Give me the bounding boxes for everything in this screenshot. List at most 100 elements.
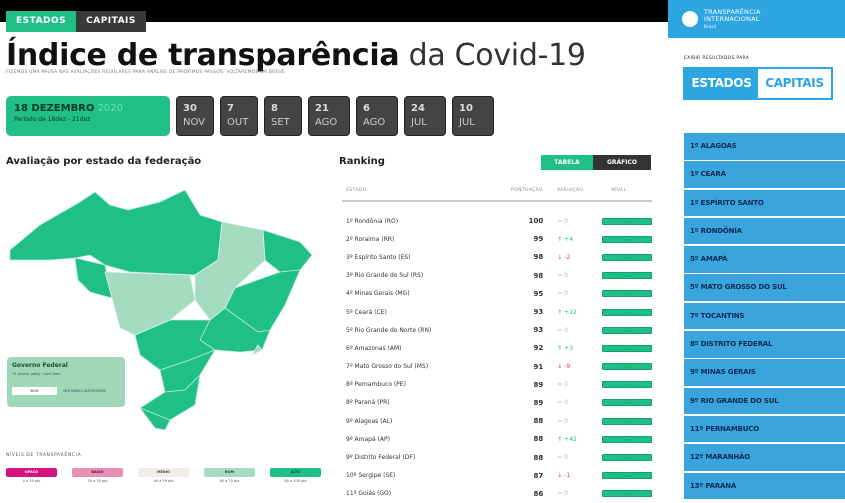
federal-history-link[interactable]: VER NÍVEIS ANTERIORES (63, 389, 107, 394)
view-tabs: ESTADOS CAPITAIS (6, 11, 146, 32)
state-name: 4º Minas Gerais (MG) (346, 290, 410, 298)
sidebar-list-item[interactable]: 12º MARANHÃO (684, 444, 845, 471)
state-name: 9º Alagoas (AL) (346, 417, 393, 425)
map-section-title: Avaliação por estado da federação (6, 156, 202, 167)
table-row[interactable]: 6º Amazonas (AM) 92 ↑ +3 ALTO (342, 339, 652, 357)
tabela-toggle[interactable]: TABELA (541, 155, 593, 170)
variation: = 0 (557, 454, 569, 462)
date-button-21-ago[interactable]: 21 AGO (308, 96, 350, 136)
table-row[interactable]: 11º Goiás (GO) 86 = 0 ALTO (342, 485, 652, 503)
score: 89 (533, 380, 544, 389)
sidebar-estados-button[interactable]: ESTADOS (685, 69, 758, 98)
score: 99 (533, 235, 544, 244)
legend-baixo: BAIXO 20 a 39 pts (72, 468, 123, 483)
table-row[interactable]: 4º Minas Gerais (MG) 95 = 0 ALTO (342, 285, 652, 303)
tab-estados[interactable]: ESTADOS (6, 11, 77, 32)
grafico-toggle[interactable]: GRÁFICO (593, 155, 651, 170)
variation: ↑ +12 (557, 308, 577, 316)
sidebar-header: TRANSPARÊNCIA INTERNACIONAL Brasil (668, 0, 845, 38)
date-button-10-jul[interactable]: 10 JUL (452, 96, 494, 136)
level-badge: ALTO (601, 290, 652, 298)
tab-capitais[interactable]: CAPITAIS (76, 11, 146, 32)
ti-logo-icon (682, 11, 698, 27)
level-cell: ALTO (601, 454, 652, 462)
sidebar-list-item[interactable]: 1º CEARÁ (684, 161, 845, 188)
sidebar-list-item[interactable]: 9º MINAS GERAIS (684, 359, 845, 386)
table-row[interactable]: 9º Alagoas (AL) 88 = 0 ALTO (342, 412, 652, 430)
sidebar-list-item[interactable]: 11º PERNAMBUCO (684, 415, 845, 443)
level-cell: ALTO (601, 326, 652, 334)
sidebar-list-item[interactable]: 5º MATO GROSSO DO SUL (684, 274, 845, 301)
variation: = 0 (557, 417, 569, 425)
date-button-7-out[interactable]: 7 OUT (220, 96, 258, 136)
date-button-24-jul[interactable]: 24 JUL (404, 96, 446, 136)
table-row[interactable]: 2º Roraima (RR) 99 ↑ +4 ALTO (342, 230, 652, 248)
legend-alto: ALTO 80 a 100 pts (270, 468, 321, 483)
date-button-6-ago[interactable]: 6 AGO (356, 96, 398, 136)
level-badge: ALTO (601, 417, 652, 425)
level-cell: ALTO (601, 272, 652, 280)
score: 91 (533, 362, 544, 371)
sidebar-toggle: ESTADOS CAPITAIS (683, 67, 833, 100)
level-cell: ALTO (601, 235, 652, 243)
sidebar-list-item[interactable]: 9º RIO GRANDE DO SUL (684, 387, 845, 415)
score: 88 (533, 417, 544, 426)
state-name: 1º Rondônia (RO) (346, 217, 399, 225)
variation: = 0 (557, 290, 569, 298)
state-name: 5º Ceará (CE) (346, 308, 387, 316)
level-badge: ALTO (601, 363, 652, 371)
page-subtitle: FIZEMOS UMA PAUSA NAS AVALIAÇÕES REGULAR… (6, 70, 285, 75)
date-button-30-nov[interactable]: 30 NOV (176, 96, 214, 136)
level-cell: ALTO (601, 290, 652, 298)
score: 88 (533, 453, 544, 462)
level-cell: ALTO (601, 344, 652, 352)
table-row[interactable]: 5º Rio Grande do Norte (RN) 93 = 0 ALTO (342, 321, 652, 339)
variation: = 0 (557, 399, 569, 407)
score: 92 (533, 344, 544, 353)
page-title: Índice de transparência da Covid-19 (6, 38, 586, 73)
table-row[interactable]: 3º Rio Grande do Sul (RS) 98 = 0 ALTO (342, 267, 652, 285)
table-row[interactable]: 8º Paraná (PR) 89 = 0 ALTO (342, 394, 652, 412)
level-cell: ALTO (601, 217, 652, 225)
date-button-8-set[interactable]: 8 SET (264, 96, 302, 136)
sidebar-list-item[interactable]: 1º RONDÔNIA (684, 217, 845, 245)
table-row[interactable]: 9º Amapá (AP) 88 ↑ +42 ALTO (342, 430, 652, 448)
sidebar-list-item[interactable]: 13º PARANÁ (684, 472, 845, 500)
sidebar-label: EXIBIR RESULTADOS PARA (684, 56, 750, 61)
table-row[interactable]: 5º Ceará (CE) 93 ↑ +12 ALTO (342, 303, 652, 321)
sidebar-list-item[interactable]: 7º TOCANTINS (684, 302, 845, 330)
table-row[interactable]: 1º Rondônia (RO) 100 = 0 ALTO (342, 212, 652, 230)
sidebar-list-item[interactable]: 1º ALAGOAS (684, 133, 845, 160)
org-name: TRANSPARÊNCIA INTERNACIONAL Brasil (704, 7, 761, 29)
table-row[interactable]: 10º Sergipe (SE) 87 ↓ -1 ALTO (342, 467, 652, 485)
state-name: 11º Goiás (GO) (346, 490, 392, 498)
table-row[interactable]: 8º Pernambuco (PE) 89 = 0 ALTO (342, 376, 652, 394)
state-name: 8º Pernambuco (PE) (346, 381, 406, 389)
variation: = 0 (557, 326, 569, 334)
date-selector: 18 DEZEMBRO 2020 Período de 18dez - 21de… (6, 96, 494, 136)
state-name: 2º Roraima (RR) (346, 235, 395, 243)
level-cell: ALTO (601, 363, 652, 371)
ranking-table-body: 1º Rondônia (RO) 100 = 0 ALTO 2º Roraima (RR… (342, 212, 652, 503)
sidebar-capitais-button[interactable]: CAPITAIS (758, 69, 831, 98)
table-row[interactable]: 9º Distrito Federal (DF) 88 = 0 ALTO (342, 448, 652, 466)
level-badge: ALTO (601, 454, 652, 462)
brazil-map[interactable] (0, 180, 330, 440)
state-name: 9º Amapá (AP) (346, 435, 390, 443)
sidebar-list-item[interactable]: 1º ESPÍRITO SANTO (684, 189, 845, 217)
current-date-button[interactable]: 18 DEZEMBRO 2020 Período de 18dez - 21de… (6, 96, 170, 136)
table-row[interactable]: 3º Espírito Santo (ES) 98 ↓ -2 ALTO (342, 248, 652, 266)
score: 100 (528, 217, 544, 226)
level-badge: ALTO (601, 326, 652, 334)
state-name: 8º Paraná (PR) (346, 399, 390, 407)
level-cell: ALTO (601, 435, 652, 443)
ranking-title: Ranking (339, 156, 385, 167)
score: 93 (533, 308, 544, 317)
level-badge: ALTO (601, 381, 652, 389)
table-row[interactable]: 7º Mato Grosso do Sul (MS) 91 ↓ -9 ALTO (342, 358, 652, 376)
score: 89 (533, 398, 544, 407)
sidebar-list-item[interactable]: 5º AMAPÁ (684, 246, 845, 273)
level-badge: ALTO (601, 308, 652, 316)
sidebar-list-item[interactable]: 8º DISTRITO FEDERAL (684, 331, 845, 358)
state-name: 10º Sergipe (SE) (346, 472, 396, 480)
